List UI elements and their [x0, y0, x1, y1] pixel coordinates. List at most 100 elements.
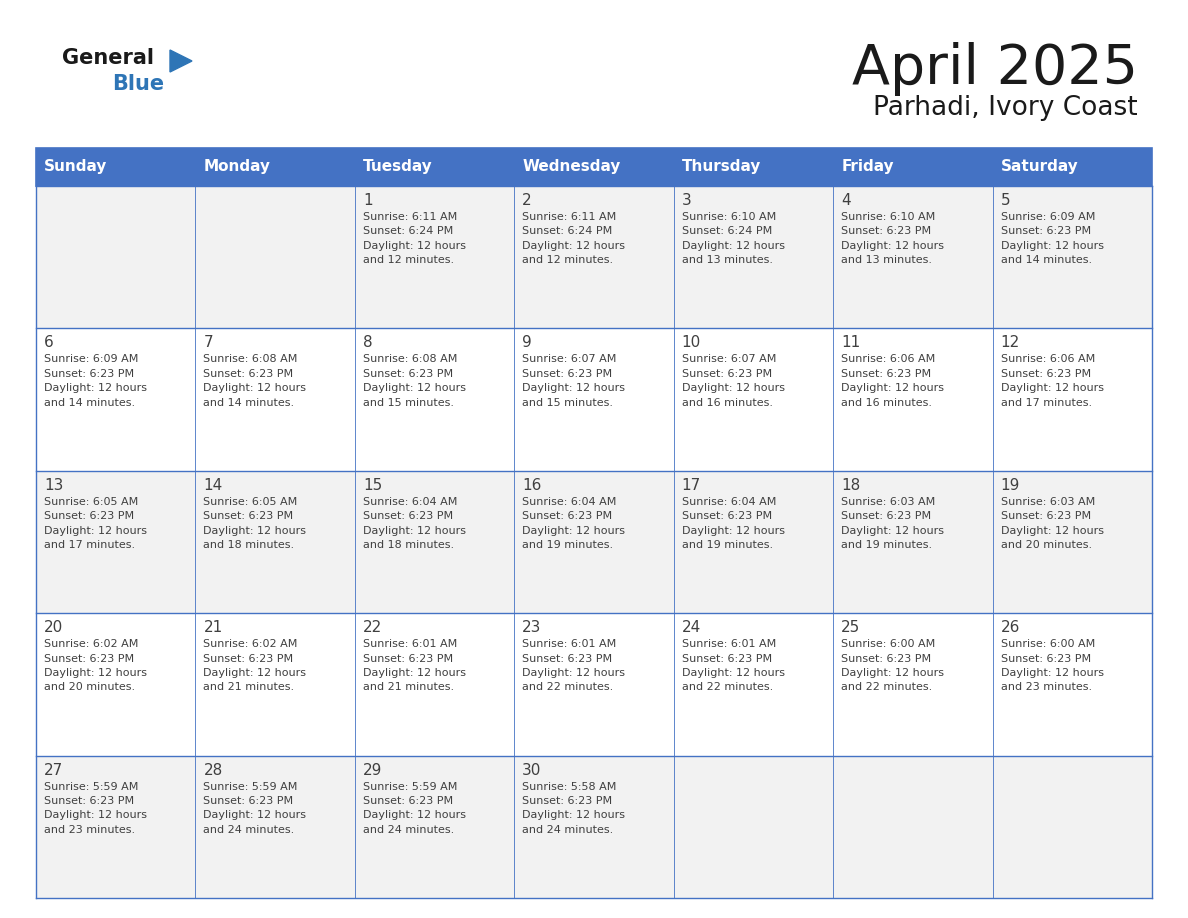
- Text: Sunrise: 6:02 AM
Sunset: 6:23 PM
Daylight: 12 hours
and 20 minutes.: Sunrise: 6:02 AM Sunset: 6:23 PM Dayligh…: [44, 639, 147, 692]
- Text: 3: 3: [682, 193, 691, 208]
- Text: 14: 14: [203, 477, 222, 493]
- Bar: [992, 148, 1152, 186]
- Text: 18: 18: [841, 477, 860, 493]
- Text: Sunrise: 6:02 AM
Sunset: 6:23 PM
Daylight: 12 hours
and 21 minutes.: Sunrise: 6:02 AM Sunset: 6:23 PM Dayligh…: [203, 639, 307, 692]
- Bar: [36, 756, 196, 898]
- Text: 12: 12: [1000, 335, 1019, 351]
- Bar: [196, 756, 355, 898]
- Text: 6: 6: [44, 335, 53, 351]
- Text: Sunrise: 6:03 AM
Sunset: 6:23 PM
Daylight: 12 hours
and 19 minutes.: Sunrise: 6:03 AM Sunset: 6:23 PM Dayligh…: [841, 497, 944, 550]
- Text: 16: 16: [523, 477, 542, 493]
- Text: 21: 21: [203, 621, 222, 635]
- Bar: [355, 329, 514, 471]
- Bar: [674, 329, 833, 471]
- Text: 26: 26: [1000, 621, 1020, 635]
- Bar: [833, 756, 992, 898]
- Text: Wednesday: Wednesday: [523, 160, 620, 174]
- Text: Sunrise: 6:00 AM
Sunset: 6:23 PM
Daylight: 12 hours
and 23 minutes.: Sunrise: 6:00 AM Sunset: 6:23 PM Dayligh…: [1000, 639, 1104, 692]
- Text: 28: 28: [203, 763, 222, 778]
- Text: 11: 11: [841, 335, 860, 351]
- Text: Sunrise: 6:09 AM
Sunset: 6:23 PM
Daylight: 12 hours
and 14 minutes.: Sunrise: 6:09 AM Sunset: 6:23 PM Dayligh…: [44, 354, 147, 408]
- Text: 25: 25: [841, 621, 860, 635]
- Text: Saturday: Saturday: [1000, 160, 1079, 174]
- Text: Sunrise: 6:04 AM
Sunset: 6:23 PM
Daylight: 12 hours
and 18 minutes.: Sunrise: 6:04 AM Sunset: 6:23 PM Dayligh…: [362, 497, 466, 550]
- Text: 29: 29: [362, 763, 383, 778]
- Bar: [36, 148, 1152, 186]
- Text: Sunrise: 6:10 AM
Sunset: 6:24 PM
Daylight: 12 hours
and 13 minutes.: Sunrise: 6:10 AM Sunset: 6:24 PM Dayligh…: [682, 212, 785, 265]
- Text: April 2025: April 2025: [852, 42, 1138, 96]
- Text: 19: 19: [1000, 477, 1020, 493]
- Text: Monday: Monday: [203, 160, 271, 174]
- Text: 15: 15: [362, 477, 383, 493]
- Text: 8: 8: [362, 335, 373, 351]
- Text: Sunrise: 5:58 AM
Sunset: 6:23 PM
Daylight: 12 hours
and 24 minutes.: Sunrise: 5:58 AM Sunset: 6:23 PM Dayligh…: [523, 781, 625, 834]
- Bar: [674, 756, 833, 898]
- Polygon shape: [170, 50, 192, 72]
- Bar: [674, 186, 833, 329]
- Text: Sunrise: 6:04 AM
Sunset: 6:23 PM
Daylight: 12 hours
and 19 minutes.: Sunrise: 6:04 AM Sunset: 6:23 PM Dayligh…: [682, 497, 785, 550]
- Bar: [674, 613, 833, 756]
- Text: Tuesday: Tuesday: [362, 160, 432, 174]
- Bar: [992, 613, 1152, 756]
- Text: Parhadi, Ivory Coast: Parhadi, Ivory Coast: [873, 95, 1138, 121]
- Bar: [196, 186, 355, 329]
- Bar: [992, 471, 1152, 613]
- Text: Sunrise: 6:00 AM
Sunset: 6:23 PM
Daylight: 12 hours
and 22 minutes.: Sunrise: 6:00 AM Sunset: 6:23 PM Dayligh…: [841, 639, 944, 692]
- Bar: [36, 148, 196, 186]
- Bar: [196, 471, 355, 613]
- Text: 10: 10: [682, 335, 701, 351]
- Text: 30: 30: [523, 763, 542, 778]
- Bar: [196, 329, 355, 471]
- Text: Sunrise: 6:06 AM
Sunset: 6:23 PM
Daylight: 12 hours
and 17 minutes.: Sunrise: 6:06 AM Sunset: 6:23 PM Dayligh…: [1000, 354, 1104, 408]
- Text: Sunrise: 6:07 AM
Sunset: 6:23 PM
Daylight: 12 hours
and 16 minutes.: Sunrise: 6:07 AM Sunset: 6:23 PM Dayligh…: [682, 354, 785, 408]
- Text: 1: 1: [362, 193, 373, 208]
- Bar: [992, 756, 1152, 898]
- Text: 4: 4: [841, 193, 851, 208]
- Bar: [833, 186, 992, 329]
- Text: Sunrise: 6:01 AM
Sunset: 6:23 PM
Daylight: 12 hours
and 21 minutes.: Sunrise: 6:01 AM Sunset: 6:23 PM Dayligh…: [362, 639, 466, 692]
- Bar: [674, 471, 833, 613]
- Text: Sunrise: 6:01 AM
Sunset: 6:23 PM
Daylight: 12 hours
and 22 minutes.: Sunrise: 6:01 AM Sunset: 6:23 PM Dayligh…: [523, 639, 625, 692]
- Bar: [514, 186, 674, 329]
- Text: 2: 2: [523, 193, 532, 208]
- Text: Sunrise: 6:01 AM
Sunset: 6:23 PM
Daylight: 12 hours
and 22 minutes.: Sunrise: 6:01 AM Sunset: 6:23 PM Dayligh…: [682, 639, 785, 692]
- Text: 22: 22: [362, 621, 383, 635]
- Text: 23: 23: [523, 621, 542, 635]
- Text: Sunrise: 6:08 AM
Sunset: 6:23 PM
Daylight: 12 hours
and 14 minutes.: Sunrise: 6:08 AM Sunset: 6:23 PM Dayligh…: [203, 354, 307, 408]
- Bar: [355, 186, 514, 329]
- Text: Sunrise: 6:08 AM
Sunset: 6:23 PM
Daylight: 12 hours
and 15 minutes.: Sunrise: 6:08 AM Sunset: 6:23 PM Dayligh…: [362, 354, 466, 408]
- Bar: [36, 613, 196, 756]
- Bar: [514, 471, 674, 613]
- Bar: [36, 471, 196, 613]
- Text: Blue: Blue: [112, 74, 164, 94]
- Text: Sunrise: 5:59 AM
Sunset: 6:23 PM
Daylight: 12 hours
and 23 minutes.: Sunrise: 5:59 AM Sunset: 6:23 PM Dayligh…: [44, 781, 147, 834]
- Text: Sunrise: 6:05 AM
Sunset: 6:23 PM
Daylight: 12 hours
and 18 minutes.: Sunrise: 6:05 AM Sunset: 6:23 PM Dayligh…: [203, 497, 307, 550]
- Text: 7: 7: [203, 335, 213, 351]
- Text: Sunrise: 6:10 AM
Sunset: 6:23 PM
Daylight: 12 hours
and 13 minutes.: Sunrise: 6:10 AM Sunset: 6:23 PM Dayligh…: [841, 212, 944, 265]
- Text: Sunrise: 6:03 AM
Sunset: 6:23 PM
Daylight: 12 hours
and 20 minutes.: Sunrise: 6:03 AM Sunset: 6:23 PM Dayligh…: [1000, 497, 1104, 550]
- Bar: [514, 756, 674, 898]
- Text: Sunrise: 6:07 AM
Sunset: 6:23 PM
Daylight: 12 hours
and 15 minutes.: Sunrise: 6:07 AM Sunset: 6:23 PM Dayligh…: [523, 354, 625, 408]
- Bar: [992, 329, 1152, 471]
- Text: Sunrise: 6:06 AM
Sunset: 6:23 PM
Daylight: 12 hours
and 16 minutes.: Sunrise: 6:06 AM Sunset: 6:23 PM Dayligh…: [841, 354, 944, 408]
- Bar: [355, 148, 514, 186]
- Text: Sunrise: 6:04 AM
Sunset: 6:23 PM
Daylight: 12 hours
and 19 minutes.: Sunrise: 6:04 AM Sunset: 6:23 PM Dayligh…: [523, 497, 625, 550]
- Bar: [674, 148, 833, 186]
- Text: Friday: Friday: [841, 160, 893, 174]
- Bar: [36, 329, 196, 471]
- Text: 24: 24: [682, 621, 701, 635]
- Bar: [833, 329, 992, 471]
- Text: Sunrise: 6:11 AM
Sunset: 6:24 PM
Daylight: 12 hours
and 12 minutes.: Sunrise: 6:11 AM Sunset: 6:24 PM Dayligh…: [362, 212, 466, 265]
- Text: 27: 27: [44, 763, 63, 778]
- Bar: [196, 148, 355, 186]
- Bar: [833, 613, 992, 756]
- Bar: [514, 613, 674, 756]
- Bar: [196, 613, 355, 756]
- Text: 9: 9: [523, 335, 532, 351]
- Bar: [514, 148, 674, 186]
- Bar: [355, 471, 514, 613]
- Text: 5: 5: [1000, 193, 1010, 208]
- Text: Sunday: Sunday: [44, 160, 107, 174]
- Bar: [355, 756, 514, 898]
- Text: Sunrise: 5:59 AM
Sunset: 6:23 PM
Daylight: 12 hours
and 24 minutes.: Sunrise: 5:59 AM Sunset: 6:23 PM Dayligh…: [362, 781, 466, 834]
